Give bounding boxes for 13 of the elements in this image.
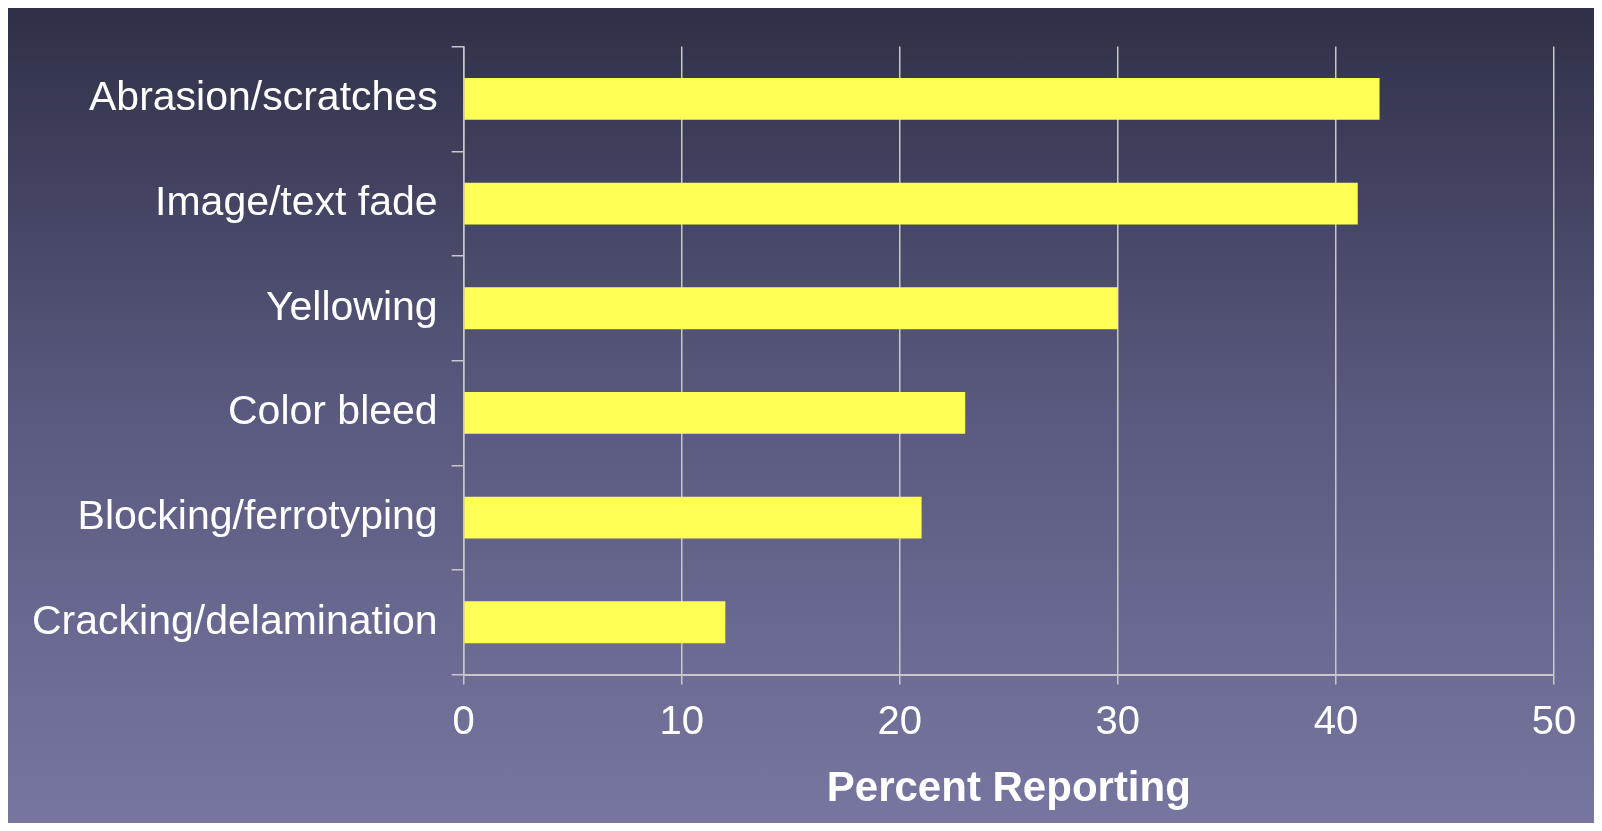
y-tick-label: Blocking/ferrotyping [77, 491, 438, 538]
x-tick-label: 40 [1313, 697, 1359, 742]
x-tick-label: 10 [659, 697, 704, 742]
x-tick-label: 50 [1531, 697, 1577, 742]
y-tick-label: Color bleed [227, 387, 438, 434]
y-tick-label: Cracking/delamination [32, 596, 438, 643]
x-tick-label: 20 [877, 697, 923, 742]
x-axis-title: Percent Reporting [826, 763, 1191, 811]
x-tick-label: 30 [1095, 697, 1141, 742]
y-tick-label: Image/text fade [155, 177, 438, 224]
x-tick-label: 0 [452, 697, 475, 742]
y-tick-label: Abrasion/scratches [88, 73, 438, 120]
y-tick-label: Yellowing [265, 282, 438, 329]
